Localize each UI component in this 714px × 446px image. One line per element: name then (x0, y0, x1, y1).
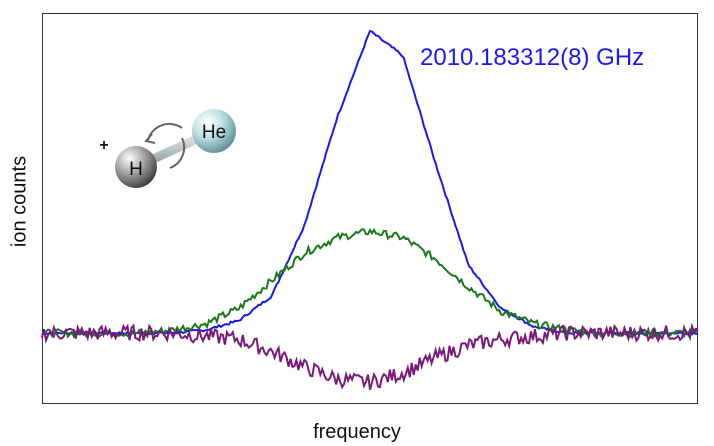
x-axis-label: frequency (313, 421, 401, 443)
y-axis-label: ion counts (8, 155, 31, 248)
series-green-line (41, 227, 699, 340)
series-purple-line (41, 322, 699, 391)
frequency-annotation: 2010.183312(8) GHz (420, 44, 645, 71)
series-blue-line (41, 29, 698, 336)
plot-area (42, 13, 698, 404)
